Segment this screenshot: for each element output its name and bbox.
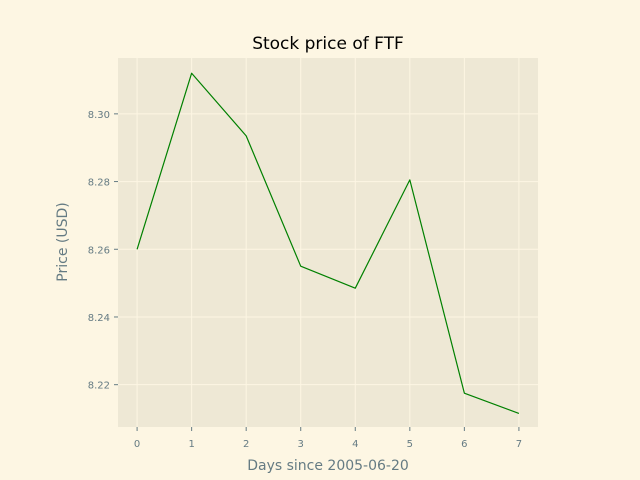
x-tick-label: 2	[243, 439, 249, 450]
grid-lines	[118, 58, 538, 427]
x-tick-label: 3	[298, 439, 304, 450]
y-axis-label: Price (USD)	[55, 202, 71, 281]
y-tick-label: 8.28	[88, 178, 110, 189]
y-axis-ticks: 8.22 8.24 8.26 8.28 8.30	[88, 110, 118, 392]
x-tick-label: 5	[407, 439, 413, 450]
y-tick-label: 8.22	[88, 381, 110, 392]
plot-area	[118, 58, 538, 427]
x-tick-label: 4	[352, 439, 358, 450]
y-tick-label: 8.30	[88, 110, 110, 121]
series-layer	[136, 72, 520, 415]
x-axis-label: Days since 2005-06-20	[247, 458, 409, 474]
chart-title: Stock price of FTF	[252, 34, 404, 54]
y-tick-label: 8.26	[88, 245, 110, 256]
x-axis-ticks: 0 1 2 3 4 5 6 7	[134, 427, 522, 450]
series-line	[136, 72, 520, 415]
x-tick-label: 0	[134, 439, 140, 450]
y-tick-label: 8.24	[88, 313, 110, 324]
x-tick-label: 1	[188, 439, 194, 450]
x-tick-label: 6	[461, 439, 467, 450]
x-tick-label: 7	[516, 439, 522, 450]
